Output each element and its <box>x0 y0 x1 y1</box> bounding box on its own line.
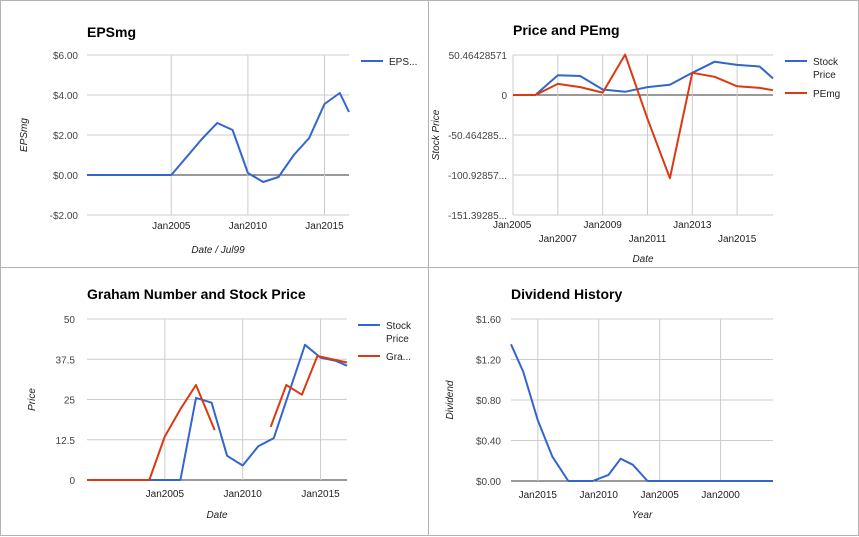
y-tick-label: -100.92857... <box>448 171 507 182</box>
y-tick-label: -$2.00 <box>50 211 79 222</box>
x-tick-label: Jan2015 <box>718 234 757 245</box>
y-tick-label: $0.00 <box>476 477 501 488</box>
chart-title: Dividend History <box>511 286 622 302</box>
x-tick-label: Jan2009 <box>583 220 622 231</box>
legend-label: Stock Price <box>813 57 839 81</box>
y-tick-label: 25 <box>64 396 76 407</box>
chart-title: EPSmg <box>87 24 136 40</box>
y-tick-label: $0.00 <box>53 171 78 182</box>
series-line <box>87 384 216 481</box>
x-tick-label: Jan2015 <box>301 489 340 500</box>
y-axis-label: Dividend <box>445 380 456 419</box>
chart-title: Price and PEmg <box>513 22 620 38</box>
y-tick-label: $0.80 <box>476 396 501 407</box>
x-tick-label: Jan2005 <box>152 221 191 232</box>
chart-price-pemg: Price and PEmg -151.39285... -100.92857...… <box>431 22 840 265</box>
chart-title: Graham Number and Stock Price <box>87 286 306 302</box>
x-tick-label: Jan2010 <box>224 489 263 500</box>
y-tick-label: -50.464285... <box>448 131 507 142</box>
x-tick-label: Jan2015 <box>305 221 344 232</box>
series-line <box>87 92 350 183</box>
panel-dividend: Dividend History $0.00 $0.40 $0.80 $1.20 $1.6… <box>428 267 859 536</box>
x-axis-label: Year <box>632 510 653 521</box>
series-line <box>510 343 773 482</box>
x-axis-label: Date <box>206 510 228 521</box>
x-axis-label: Date / Jul99 <box>191 245 245 256</box>
y-tick-label: $1.60 <box>476 315 501 326</box>
chart-epsmg: EPSmg -$2.00 $0.00 $2.00 $4.00 $6.00 Jan2005 Ja… <box>19 24 417 256</box>
series-line <box>87 343 348 481</box>
panel-graham: Graham Number and Stock Price 0 12.5 25 37.5… <box>0 267 429 536</box>
x-tick-label: Jan2005 <box>493 220 532 231</box>
x-tick-label: Jan2007 <box>539 234 578 245</box>
y-tick-label: 50.46428571 <box>449 51 508 62</box>
panel-price-pemg: Price and PEmg -151.39285... -100.92857...… <box>428 0 859 268</box>
series-line <box>269 355 348 428</box>
x-tick-label: Jan2010 <box>580 490 619 501</box>
x-tick-label: Jan2015 <box>519 490 558 501</box>
x-tick-label: Jan2000 <box>701 490 740 501</box>
series-line <box>513 53 774 180</box>
x-tick-label: Jan2005 <box>640 490 679 501</box>
y-tick-label: $6.00 <box>53 51 78 62</box>
y-axis-label: Price <box>27 388 38 411</box>
x-tick-label: Jan2010 <box>229 221 268 232</box>
y-tick-label: $1.20 <box>476 356 501 367</box>
x-axis-label: Date <box>632 254 654 265</box>
y-tick-label: 37.5 <box>56 355 76 366</box>
y-tick-label: $0.40 <box>476 437 501 448</box>
y-tick-label: $2.00 <box>53 131 78 142</box>
y-axis-label: Stock Price <box>431 109 442 160</box>
y-axis-label: EPSmg <box>19 118 30 152</box>
y-tick-label: $4.00 <box>53 91 78 102</box>
y-tick-label: 12.5 <box>56 436 76 447</box>
legend-label: Stock Price <box>386 321 412 345</box>
x-tick-label: Jan2005 <box>146 489 185 500</box>
y-tick-label: 50 <box>64 315 76 326</box>
series-line <box>513 60 774 96</box>
panel-epsmg: EPSmg -$2.00 $0.00 $2.00 $4.00 $6.00 Jan2005 Ja… <box>0 0 429 268</box>
legend-label: PEmg <box>813 89 840 100</box>
y-tick-label: 0 <box>69 476 75 487</box>
x-tick-label: Jan2013 <box>673 220 712 231</box>
chart-dividend: Dividend History $0.00 $0.40 $0.80 $1.20 $1.6… <box>445 286 773 521</box>
chart-graham: Graham Number and Stock Price 0 12.5 25 37.5… <box>27 286 412 521</box>
x-tick-label: Jan2011 <box>629 234 667 245</box>
y-tick-label: -151.39285... <box>448 211 507 222</box>
y-tick-label: 0 <box>501 91 507 102</box>
legend-label: EPS... <box>389 57 417 68</box>
legend-label: Gra... <box>386 352 411 363</box>
